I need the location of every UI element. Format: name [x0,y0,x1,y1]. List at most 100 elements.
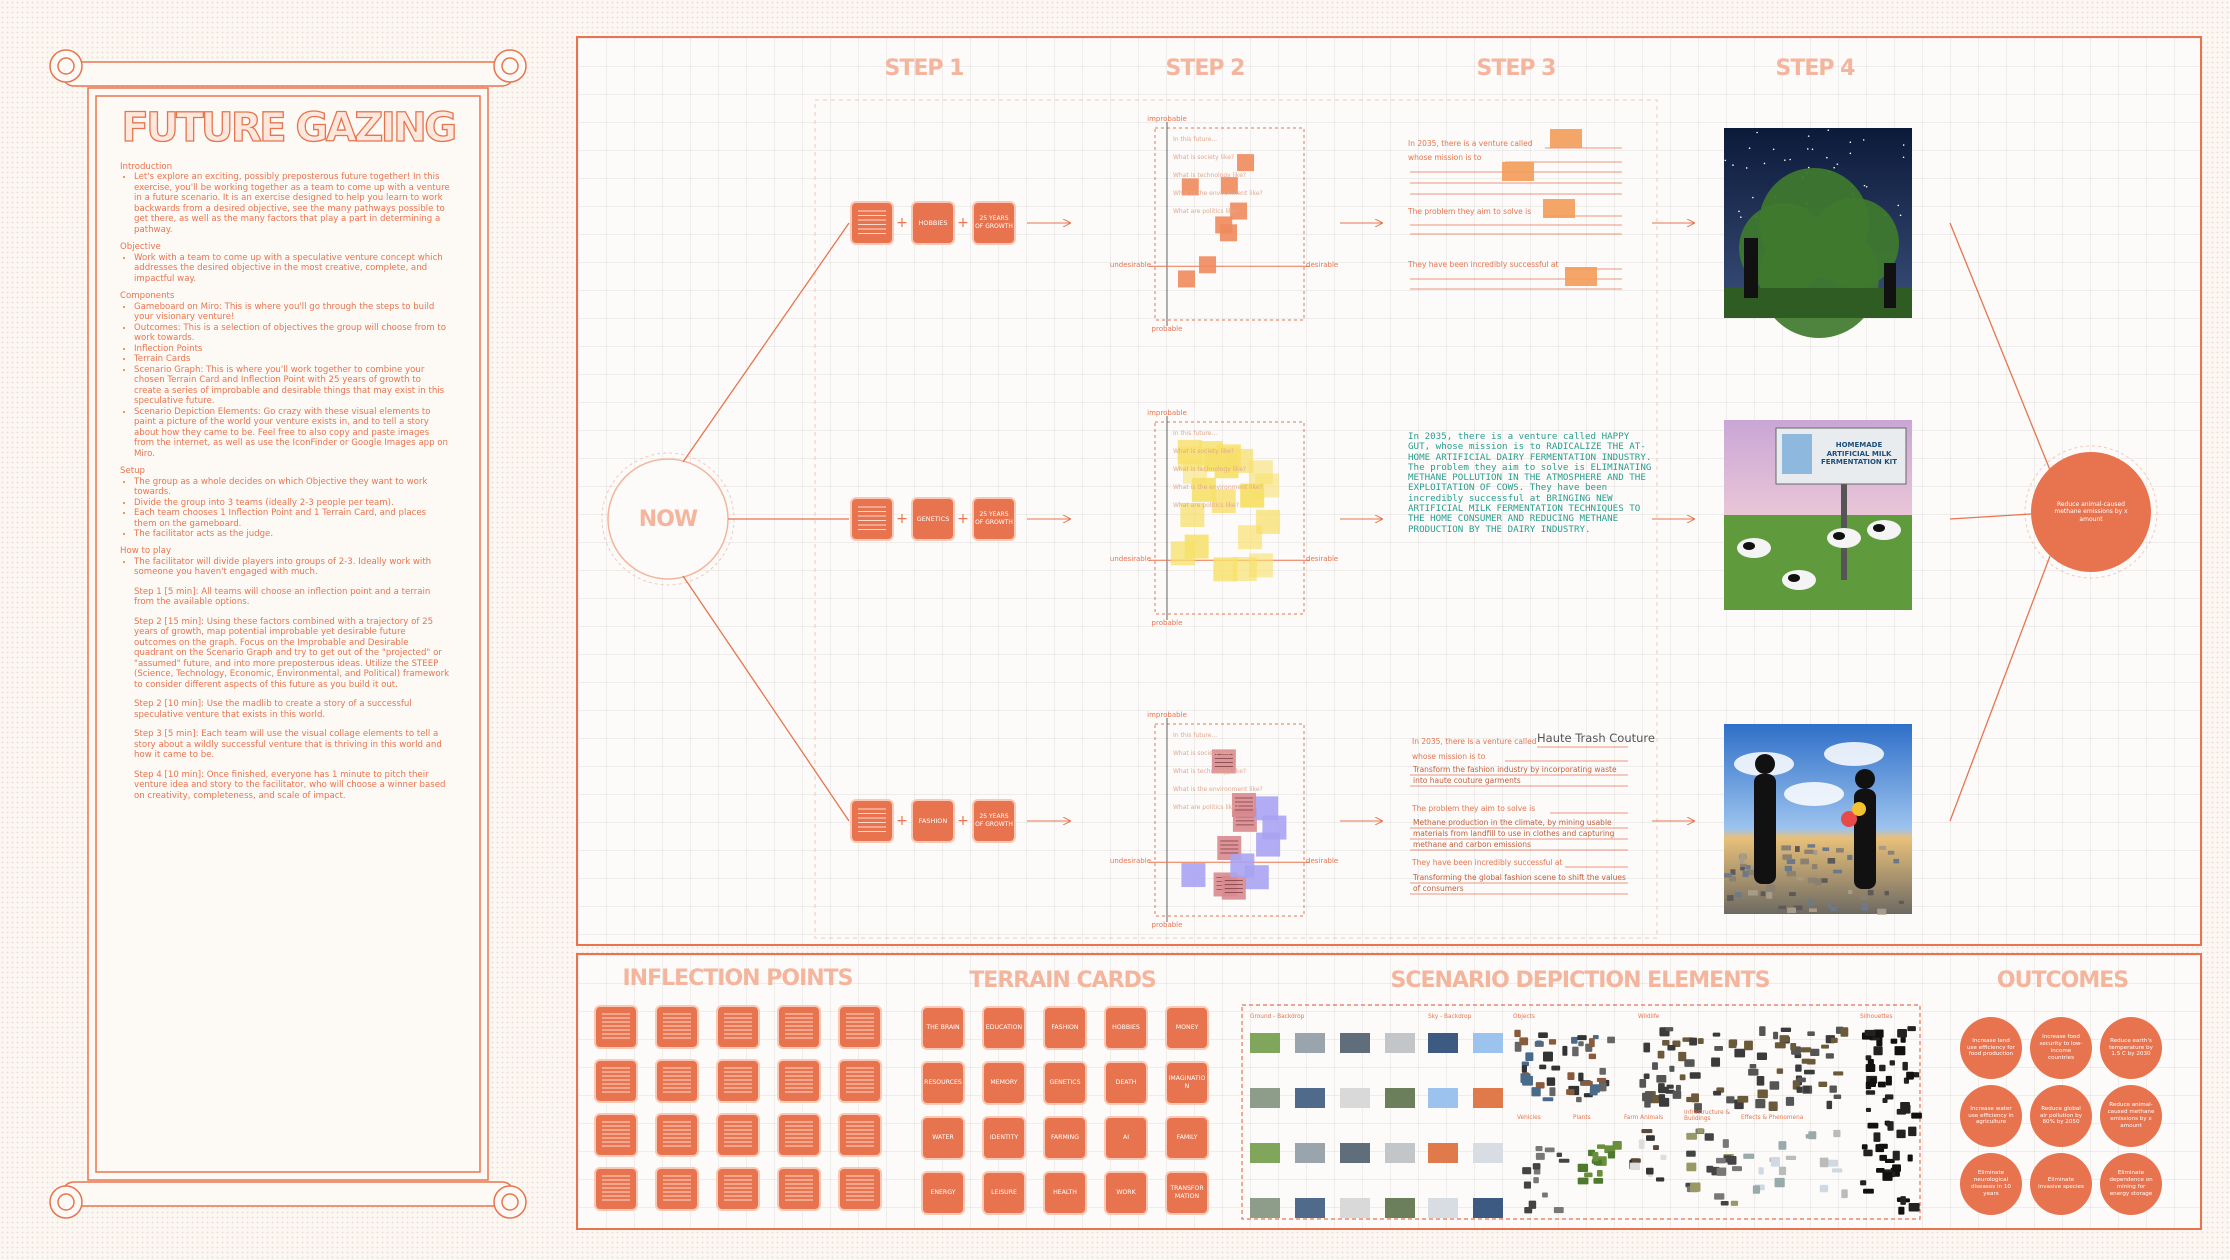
effect-icon [1819,1157,1829,1168]
inflection-card [777,1059,821,1103]
backdrop-thumb [1250,1143,1280,1163]
debris [1887,850,1895,855]
element-group-label: Ground - Backdrop [1250,1014,1305,1020]
plant-icon [1596,1170,1603,1177]
farm-animal-icon [1638,1139,1645,1149]
inflection-card [777,1167,821,1211]
path-line [1949,555,2051,822]
graph-label-top: improbable [1147,115,1187,123]
star [1806,148,1809,150]
terrain-card [982,1116,1026,1160]
wildlife-icon [1803,1069,1815,1075]
outcome-option [2100,1017,2162,1079]
element-group-label: Infrastructure & Buildings [1684,1110,1731,1123]
debris [1807,844,1816,848]
vehicle-icon [1533,1168,1541,1175]
terrain-card-label: EDUCATION [985,1023,1023,1031]
silhouette-icon [1865,1107,1872,1113]
building-icon [1730,1200,1739,1206]
silhouette-icon [1911,1112,1922,1119]
inflection-card [777,1005,821,1049]
madlib-line: The problem they aim to solve is [1412,804,1536,813]
step-header: STEP 3 [1476,55,1557,81]
terrain-card [982,1006,1026,1050]
backdrop-thumb [1340,1143,1370,1163]
debris [1760,891,1766,897]
building-icon [1731,1166,1742,1172]
sky-thumb [1473,1143,1503,1163]
terrain-card-label: WORK [1116,1188,1136,1196]
sticky-note [1240,483,1265,508]
vehicle-icon [1533,1177,1539,1184]
scenario-graph [1154,421,1305,615]
step-header: STEP 2 [1165,55,1246,81]
star [1756,131,1758,134]
debris [1867,890,1874,896]
silhouette-head [1855,769,1875,789]
instruction-item: The facilitator acts as the judge. [134,529,450,539]
cow-spot [1873,524,1885,532]
farm-animal-icon [1629,1162,1640,1171]
effect-icon [1827,1159,1839,1167]
debris [1800,858,1810,865]
silhouette-icon [1896,1129,1906,1139]
object-icon [1599,1067,1606,1075]
debris [1827,903,1832,908]
sky-thumb [1428,1143,1458,1163]
wildlife-icon [1697,1038,1704,1044]
terrain-card [1165,1006,1209,1050]
terrain-card [1165,1171,1209,1215]
section-title: SCENARIO DEPICTION ELEMENTS [1390,967,1771,993]
silhouette-icon [1879,1064,1886,1072]
debris [1877,908,1887,915]
debris [1831,906,1837,912]
silhouette-icon [1898,1206,1905,1215]
building-icon [1686,1162,1697,1172]
graph-prompt: What is society like? [1173,750,1235,757]
wildlife-icon [1774,1042,1786,1049]
debris [1848,889,1853,894]
star [1807,135,1810,137]
sticky-note [1229,448,1254,473]
answer-note [1565,267,1597,286]
object-icon [1514,1029,1521,1038]
terrain-card-label: FAMILY [1176,1133,1198,1141]
graph-label-bottom: probable [1151,619,1183,627]
instruction-item: Scenario Depiction Elements: Go crazy wi… [134,407,450,459]
debris [1836,848,1844,853]
cow-spot [1833,532,1845,540]
silhouette-icon [1876,1167,1885,1173]
star [1849,152,1852,155]
wildlife-icon [1658,1086,1669,1094]
wildlife-icon [1829,1085,1837,1093]
sticky-note [1262,815,1287,840]
terrain-card-label: IMAGINATION [1168,1074,1206,1090]
outcome-option-label: Reduce animal-caused methane emissions b… [2107,1102,2155,1129]
section-list: Work with a team to come up with a specu… [120,253,450,284]
farm-animal-icon [1646,1135,1655,1141]
object-icon [1525,1052,1534,1061]
backdrop-thumb [1385,1088,1415,1108]
answer-note [1543,199,1575,218]
debris [1833,869,1843,874]
sticky-note [1230,202,1248,220]
sticky-note [1211,489,1236,514]
wildlife-icon [1757,1089,1768,1099]
object-icon [1521,1065,1527,1073]
outcome-option [1960,1017,2022,1079]
silhouette-icon [1875,1144,1885,1153]
vehicle-icon [1542,1192,1548,1198]
silhouette-icon [1906,1071,1914,1080]
path-line [1949,222,2051,471]
silhouette-icon [1867,1122,1879,1129]
debris [1739,853,1747,860]
plus-sign: + [957,215,969,231]
graph-prompt: What are politics like? [1173,804,1239,811]
sticky-note [1211,749,1236,774]
sticky-note [1256,509,1281,534]
star [1807,166,1810,169]
wildlife-icon [1779,1035,1789,1043]
instruction-item: Scenario Graph: This is where you'll wor… [134,365,450,407]
terrain-card [1043,1116,1087,1160]
debris [1786,859,1796,865]
